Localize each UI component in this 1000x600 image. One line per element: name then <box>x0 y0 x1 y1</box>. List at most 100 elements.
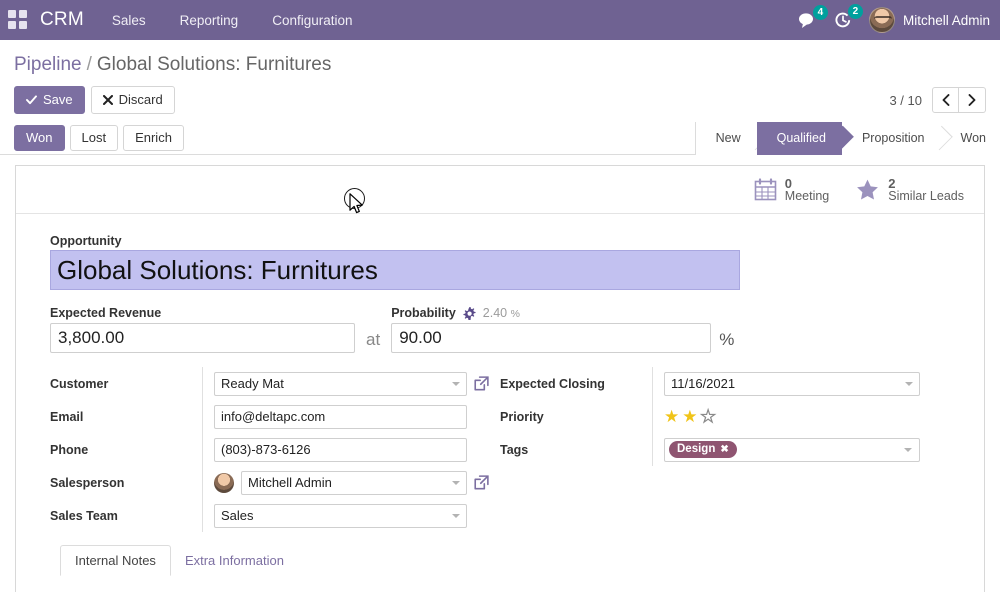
nav-item-sales[interactable]: Sales <box>111 12 146 28</box>
opportunity-label: Opportunity <box>50 234 122 248</box>
star-icon-2[interactable]: ★ <box>682 407 698 426</box>
probability-auto-number: 2.40 <box>482 306 508 320</box>
field-row-phone: Phone <box>50 433 500 466</box>
customer-label: Customer <box>50 376 109 391</box>
activities-button[interactable]: 2 <box>834 4 863 29</box>
tag-remove-icon[interactable]: ✖ <box>720 444 729 455</box>
priority-label: Priority <box>500 409 544 424</box>
user-menu[interactable]: Mitchell Admin <box>868 7 990 33</box>
priority-cell: ★ ★ ★ <box>652 400 950 433</box>
opportunity-input[interactable] <box>50 250 740 290</box>
nav-item-configuration[interactable]: Configuration <box>272 12 353 28</box>
sales-team-select-wrap <box>214 503 467 528</box>
navbar-menu: Sales Reporting Configuration <box>110 9 355 32</box>
probability-auto-value: 2.40 % <box>483 306 520 320</box>
pager-count-label: 3 / 10 <box>889 92 922 108</box>
field-row-customer: Customer <box>50 367 500 400</box>
form-sheet: 0 Meeting 2 Similar Leads Opportunity Ex… <box>15 165 985 592</box>
breadcrumb-current-record: Global Solutions: Furnitures <box>96 54 332 75</box>
status-action-row: Won Lost Enrich New Qualified Propositio… <box>0 121 1000 155</box>
app-brand-crm[interactable]: CRM <box>40 9 84 30</box>
salesperson-select-wrap <box>241 470 467 495</box>
chevron-right-icon <box>968 94 976 106</box>
tags-cell: Design ✖ <box>652 433 950 466</box>
apps-grid-square <box>8 21 16 29</box>
form-sheet-wrapper: 0 Meeting 2 Similar Leads Opportunity Ex… <box>0 155 1000 592</box>
save-button[interactable]: Save <box>14 86 85 114</box>
field-row-sales-team: Sales Team <box>50 499 500 532</box>
probability-group: Probability 2.40 % <box>391 306 712 353</box>
salesperson-cell <box>202 466 500 499</box>
external-link-icon <box>474 376 489 391</box>
meetings-smart-button[interactable]: 0 Meeting <box>754 177 829 203</box>
navbar-right-group: 4 2 Mitchell Admin <box>798 4 990 33</box>
percent-sign-label: % <box>719 330 735 349</box>
mark-lost-button[interactable]: Lost <box>69 125 119 151</box>
discard-button[interactable]: Discard <box>90 86 175 114</box>
tab-extra-information[interactable]: Extra Information <box>184 553 284 568</box>
probability-auto-unit: % <box>510 308 520 320</box>
nav-item-reporting[interactable]: Reporting <box>179 12 239 28</box>
apps-grid-square <box>19 21 27 29</box>
tags-input[interactable]: Design ✖ <box>664 437 920 462</box>
tab-internal-notes[interactable]: Internal Notes <box>60 545 171 576</box>
salesperson-avatar <box>214 472 234 493</box>
similar-leads-count: 2 <box>888 175 896 191</box>
expected-closing-input[interactable] <box>664 371 920 396</box>
record-pager: 3 / 10 <box>889 87 986 113</box>
enrich-button[interactable]: Enrich <box>123 125 184 151</box>
chevron-down-icon <box>904 447 912 452</box>
stage-new[interactable]: New <box>695 121 757 155</box>
similar-leads-smart-text: 2 Similar Leads <box>888 177 964 203</box>
pager-previous-button[interactable] <box>932 87 959 113</box>
email-label: Email <box>50 409 84 424</box>
pager-buttons <box>932 87 986 113</box>
phone-input[interactable] <box>214 437 467 462</box>
chevron-left-icon <box>942 94 949 106</box>
breadcrumb-root-pipeline[interactable]: Pipeline <box>14 54 82 75</box>
expected-closing-label: Expected Closing <box>500 376 605 391</box>
sales-team-input[interactable] <box>214 503 467 528</box>
stage-proposition[interactable]: Proposition <box>841 121 941 155</box>
sales-team-cell <box>202 499 500 532</box>
field-row-priority: Priority ★ ★ ★ <box>500 400 950 433</box>
sales-team-label: Sales Team <box>50 508 118 523</box>
email-input[interactable] <box>214 404 467 429</box>
email-cell <box>202 400 500 433</box>
tags-label: Tags <box>500 442 529 457</box>
gear-icon[interactable] <box>463 306 476 320</box>
pipeline-statusbar: New Qualified Proposition Won <box>694 121 1000 155</box>
customer-open-external-button[interactable] <box>474 376 489 391</box>
salesperson-input[interactable] <box>241 470 467 495</box>
star-icon-3[interactable]: ★ <box>700 407 716 426</box>
close-x-icon <box>102 95 113 105</box>
calendar-icon <box>754 178 777 201</box>
apps-grid-icon[interactable] <box>8 10 28 30</box>
probability-label: Probability <box>391 306 456 320</box>
meetings-label: Meeting <box>784 188 830 203</box>
stage-qualified[interactable]: Qualified <box>756 121 842 155</box>
avatar <box>868 7 895 33</box>
mark-won-button[interactable]: Won <box>14 125 65 151</box>
salesperson-open-external-button[interactable] <box>474 475 489 490</box>
phone-label: Phone <box>50 442 89 457</box>
tag-design-label: Design <box>677 443 716 455</box>
apps-grid-square <box>19 10 27 18</box>
check-icon <box>26 95 37 105</box>
tag-design[interactable]: Design ✖ <box>669 441 737 458</box>
probability-input[interactable] <box>391 323 712 353</box>
form-column-right: Expected Closing Priority ★ ★ <box>500 367 950 532</box>
field-row-expected-closing: Expected Closing <box>500 367 950 400</box>
messages-button[interactable]: 4 <box>798 4 828 29</box>
star-icon <box>857 179 879 199</box>
pager-next-button[interactable] <box>959 87 986 113</box>
star-icon-1[interactable]: ★ <box>664 407 680 426</box>
expected-closing-select-wrap <box>664 371 920 396</box>
messages-badge: 4 <box>812 4 828 20</box>
customer-input[interactable] <box>214 371 467 396</box>
field-row-tags: Tags Design ✖ <box>500 433 950 466</box>
expected-revenue-input[interactable] <box>50 323 355 353</box>
chat-bubble-icon <box>798 12 813 28</box>
similar-leads-smart-button[interactable]: 2 Similar Leads <box>855 177 964 203</box>
form-column-left: Customer <box>50 367 500 532</box>
